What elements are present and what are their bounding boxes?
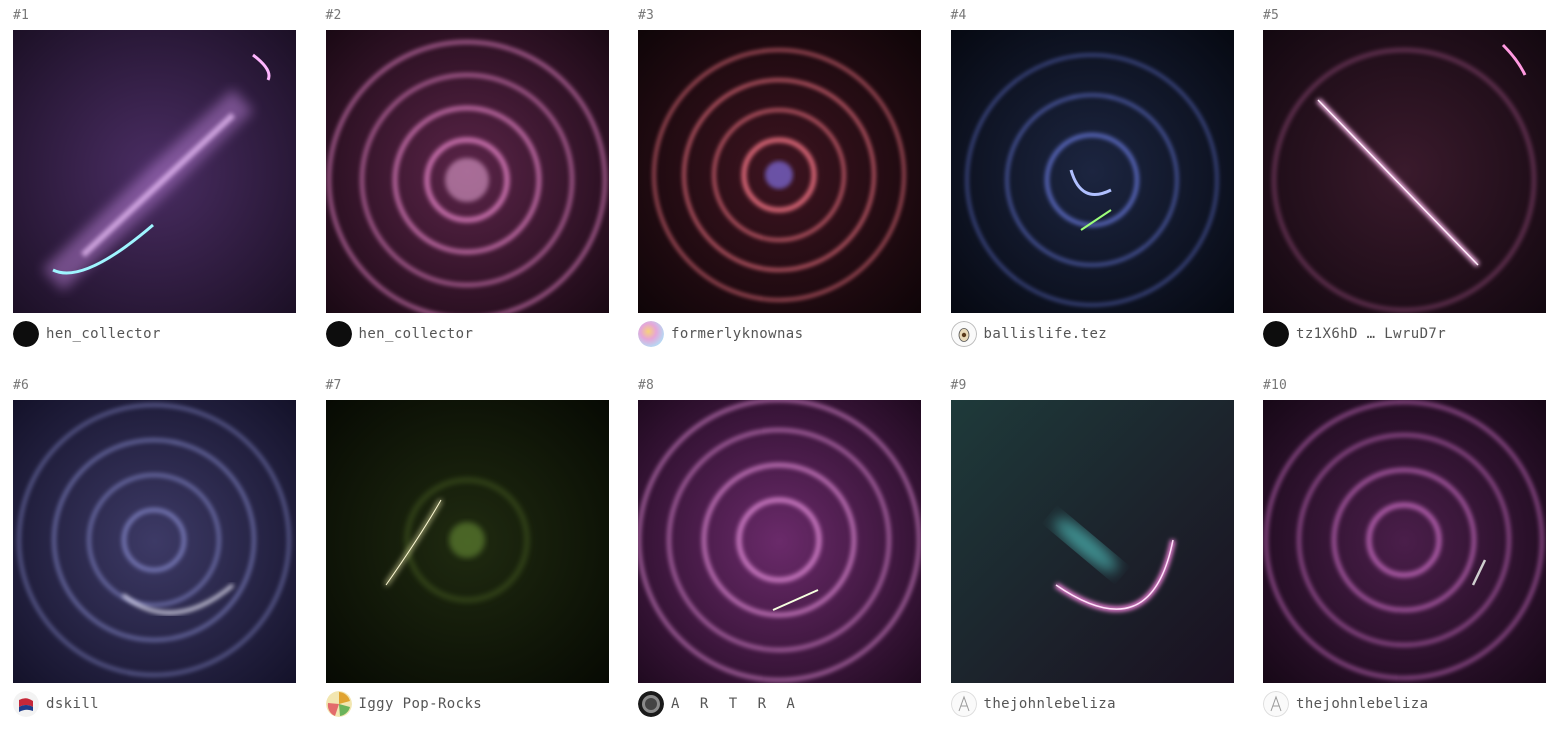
owner-link[interactable]: ballislife.tez bbox=[950, 320, 1108, 348]
owner-link[interactable]: Iggy Pop-Rocks bbox=[325, 690, 483, 718]
black-dot-avatar bbox=[13, 321, 39, 347]
sketch-avatar bbox=[950, 691, 977, 717]
owner-name: tz1X6hD … LwruD7r bbox=[1296, 326, 1447, 342]
rank-label: #5 bbox=[1263, 8, 1280, 23]
artwork-card: #3 bbox=[638, 0, 921, 370]
rank-label: #6 bbox=[13, 378, 30, 393]
artwork-card: #5 tz1X6hD … LwruD7r bbox=[1263, 0, 1546, 370]
artwork-thumbnail[interactable] bbox=[950, 30, 1234, 313]
artwork-grid: #1 hen_co bbox=[13, 0, 1546, 740]
artwork-card: #8 bbox=[638, 370, 921, 740]
owner-link[interactable]: thejohnlebeliza bbox=[950, 690, 1116, 718]
rank-label: #8 bbox=[638, 378, 655, 393]
candy-avatar bbox=[325, 691, 352, 717]
owner-name: thejohnlebeliza bbox=[983, 696, 1116, 712]
artwork-thumbnail[interactable] bbox=[1263, 30, 1546, 313]
owner-link[interactable]: thejohnlebeliza bbox=[1263, 690, 1428, 718]
sketch-avatar bbox=[1263, 691, 1289, 717]
black-dot-avatar bbox=[325, 321, 352, 347]
black-dot-avatar bbox=[1263, 321, 1289, 347]
owner-link[interactable]: dskill bbox=[13, 690, 99, 718]
owner-name: ballislife.tez bbox=[983, 326, 1108, 342]
artwork-card: #1 hen_co bbox=[13, 0, 296, 370]
owner-name: A R T R A bbox=[671, 696, 801, 712]
artwork-card: #10 bbox=[1263, 370, 1546, 740]
rank-label: #10 bbox=[1263, 378, 1288, 393]
owner-name: Iggy Pop-Rocks bbox=[358, 696, 483, 712]
rank-label: #4 bbox=[950, 8, 967, 23]
flag-avatar bbox=[13, 691, 39, 717]
owner-link[interactable]: tz1X6hD … LwruD7r bbox=[1263, 320, 1446, 348]
artwork-thumbnail[interactable] bbox=[950, 400, 1234, 683]
artwork-thumbnail[interactable] bbox=[325, 400, 609, 683]
ring-avatar bbox=[638, 691, 664, 717]
rank-label: #1 bbox=[13, 8, 30, 23]
artwork-card: #9 bbox=[950, 370, 1234, 740]
owner-name: hen_collector bbox=[46, 326, 161, 342]
artwork-thumbnail[interactable] bbox=[325, 30, 609, 313]
owner-link[interactable]: hen_collector bbox=[325, 320, 474, 348]
owner-name: formerlyknownas bbox=[671, 326, 804, 342]
owner-name: hen_collector bbox=[358, 326, 474, 342]
rank-label: #2 bbox=[325, 8, 342, 23]
rank-label: #3 bbox=[638, 8, 655, 23]
egg-face-avatar bbox=[950, 321, 977, 347]
artwork-thumbnail[interactable] bbox=[1263, 400, 1546, 683]
rank-label: #7 bbox=[325, 378, 342, 393]
owner-link[interactable]: A R T R A bbox=[638, 690, 801, 718]
owner-name: dskill bbox=[46, 696, 99, 712]
artwork-thumbnail[interactable] bbox=[13, 400, 296, 683]
artwork-card: #2 bbox=[325, 0, 609, 370]
owner-name: thejohnlebeliza bbox=[1296, 696, 1429, 712]
pastel-blob-avatar bbox=[638, 321, 664, 347]
artwork-thumbnail[interactable] bbox=[638, 400, 921, 683]
artwork-card: #7 bbox=[325, 370, 609, 740]
owner-link[interactable]: hen_collector bbox=[13, 320, 161, 348]
owner-link[interactable]: formerlyknownas bbox=[638, 320, 803, 348]
artwork-card: #6 bbox=[13, 370, 296, 740]
artwork-thumbnail[interactable] bbox=[13, 30, 296, 313]
rank-label: #9 bbox=[950, 378, 967, 393]
artwork-thumbnail[interactable] bbox=[638, 30, 921, 313]
artwork-card: #4 bbox=[950, 0, 1234, 370]
